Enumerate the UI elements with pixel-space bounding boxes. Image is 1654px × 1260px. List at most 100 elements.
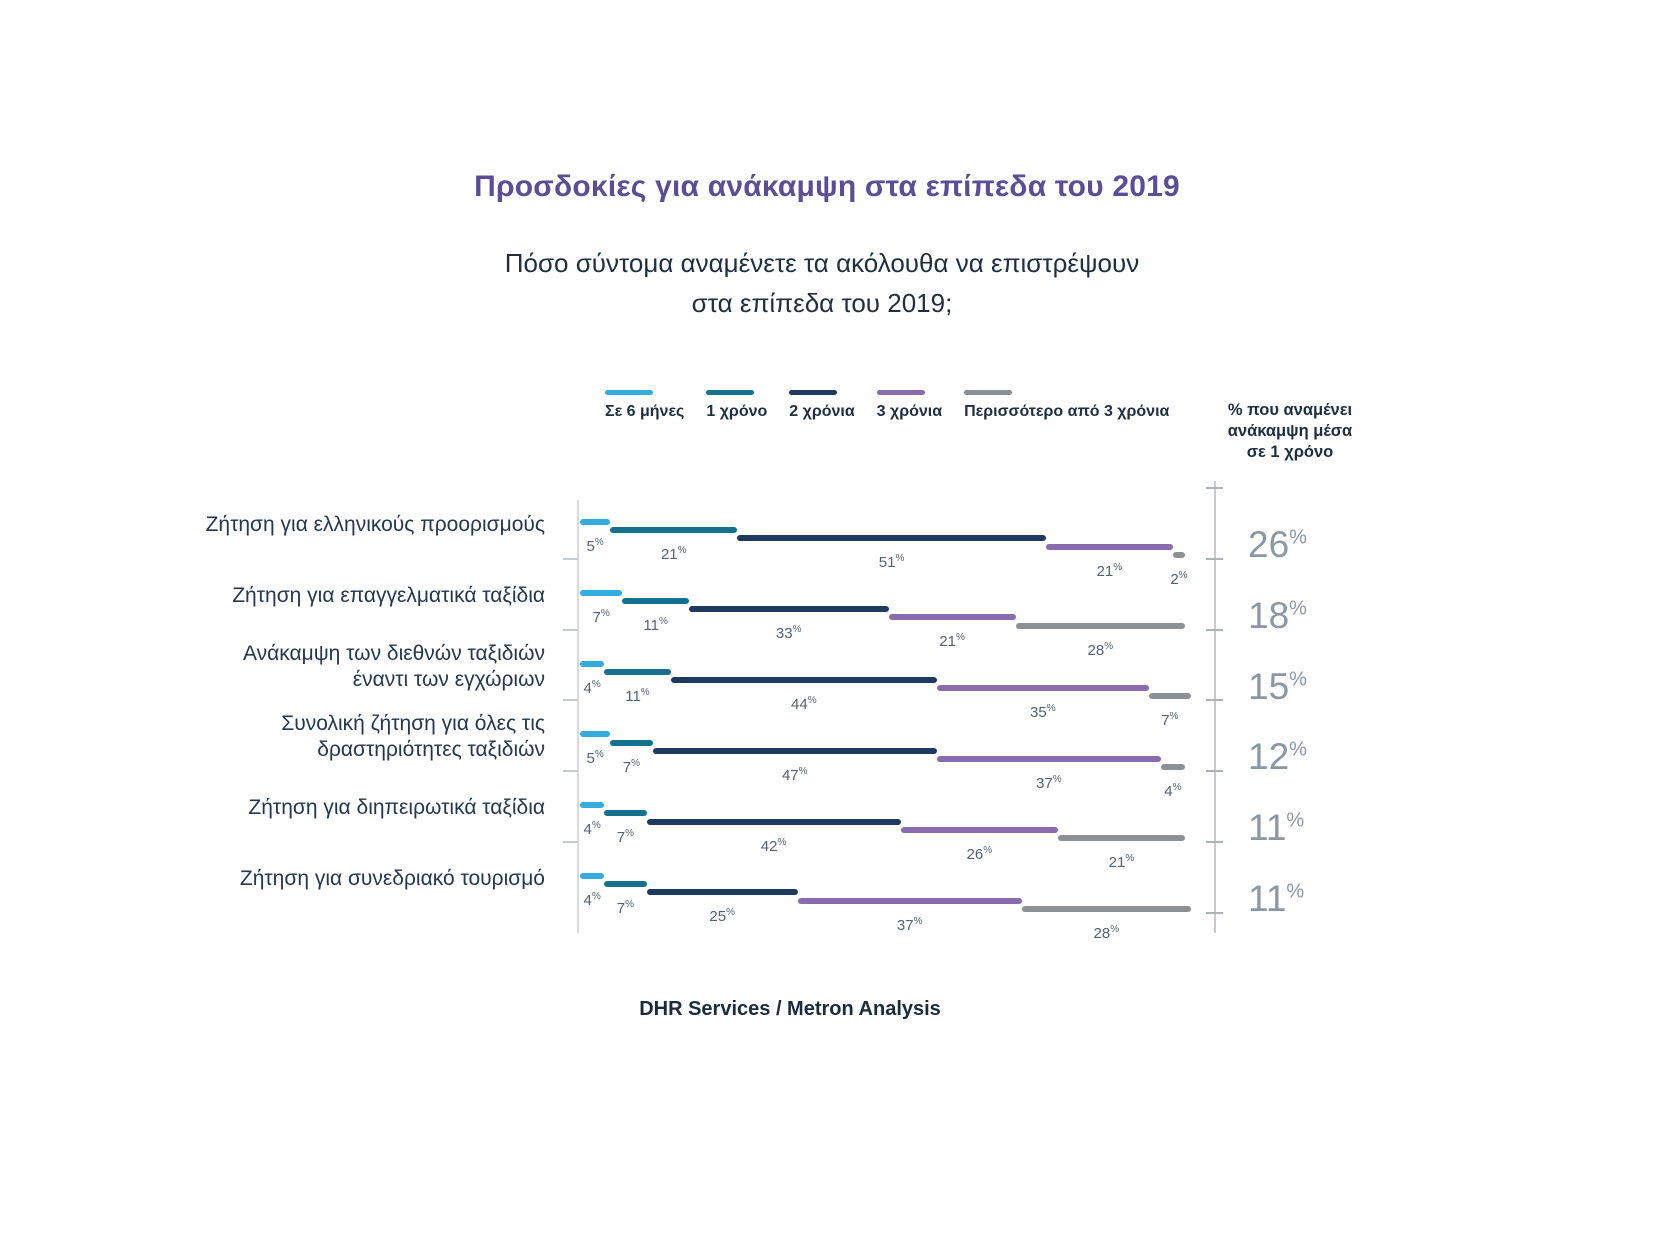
category-label-line: Ζήτηση για διηπειρωτικά ταξίδια — [248, 796, 545, 820]
segment-value-label: 4% — [583, 891, 601, 909]
bar-segment — [580, 873, 605, 879]
right-column-header-line-3: σε 1 χρόνο — [1246, 443, 1334, 461]
category-label: Ζήτηση για συνεδριακό τουρισμό — [115, 866, 545, 892]
category-label-line: Ζήτηση για συνεδριακό τουρισμό — [239, 867, 545, 890]
segment-value-label: 4% — [583, 678, 601, 697]
bar-segment — [1045, 543, 1173, 550]
left-axis-line — [577, 500, 579, 933]
legend-item: Σε 6 μήνες — [605, 390, 684, 421]
bar-segment — [604, 810, 647, 817]
legend-swatch — [789, 390, 838, 395]
category-label-line: Ζήτηση για ελληνικούς προορισμούς — [205, 513, 545, 536]
bar-segment — [1172, 551, 1185, 558]
legend-label: 1 χρόνο — [706, 403, 768, 420]
recovery-within-1-year-value: 12% — [1248, 736, 1307, 778]
legend-label: 2 χρόνια — [789, 403, 855, 420]
left-axis-tick — [563, 841, 578, 843]
legend-label: Περισσότερο από 3 χρόνια — [964, 403, 1170, 420]
right-axis-tick — [1206, 557, 1223, 560]
segment-value-label: 7% — [592, 607, 610, 626]
segment-value-label: 11% — [625, 686, 650, 705]
chart-subtitle-line-1: Πόσο σύντομα αναμένετε τα ακόλουθα να επ… — [504, 248, 1140, 278]
right-axis-tick — [1206, 841, 1223, 843]
bar-segment — [604, 668, 671, 675]
bar-segment — [936, 756, 1161, 762]
legend-item: 1 χρόνο — [706, 390, 767, 421]
bar-segment — [610, 739, 653, 746]
bar-segment — [797, 897, 1022, 904]
legend-label: Σε 6 μήνες — [605, 403, 685, 420]
recovery-within-1-year-value: 15% — [1248, 665, 1307, 707]
segment-value-label: 35% — [1030, 703, 1056, 722]
segment-value-label: 28% — [1087, 640, 1114, 659]
segment-value-label: 21% — [1096, 561, 1123, 580]
segment-value-label: 51% — [878, 553, 905, 572]
source-caption: DHR Services / Metron Analysis — [639, 998, 941, 1020]
legend-swatch — [876, 390, 925, 395]
segment-value-label: 11% — [643, 616, 668, 634]
bar-segment — [688, 606, 889, 613]
bar-segment — [580, 802, 605, 809]
right-axis-tick — [1206, 770, 1223, 773]
right-axis-tick — [1206, 911, 1223, 914]
right-axis-tick — [1206, 487, 1223, 489]
bar-segment — [670, 677, 937, 683]
segment-value-label: 47% — [781, 765, 808, 784]
category-label: Συνολική ζήτηση για όλες τις δραστηριότητ… — [115, 711, 545, 763]
segment-value-label: 28% — [1093, 923, 1120, 942]
segment-value-label: 21% — [660, 545, 687, 564]
bar-segment — [888, 614, 1016, 621]
recovery-within-1-year-value: 11% — [1248, 807, 1305, 849]
segment-value-label: 5% — [586, 537, 604, 555]
segment-value-label: 7% — [616, 899, 634, 918]
recovery-within-1-year-value: 18% — [1248, 594, 1307, 636]
segment-value-label: 7% — [1161, 711, 1179, 730]
legend-swatch — [605, 390, 653, 395]
chart-subtitle: Πόσο σύντομα αναμένετε τα ακόλουθα να επ… — [0, 243, 1644, 323]
category-label-line: Ζήτηση για επαγγελματικά ταξίδια — [232, 583, 545, 607]
bar-segment — [580, 660, 605, 667]
left-axis-tick — [563, 628, 578, 631]
legend: Σε 6 μήνες 1 χρόνο 2 χρόνια 3 χρόνια Περισσό… — [605, 390, 1169, 421]
category-label-line: δραστηριότητες ταξιδιών — [317, 738, 545, 762]
recovery-within-1-year-value: 11% — [1248, 878, 1305, 919]
bar-segment — [1160, 764, 1185, 771]
legend-swatch — [706, 390, 755, 395]
bar-segment — [646, 818, 901, 825]
bar-segment — [900, 826, 1058, 833]
bar-segment — [936, 685, 1149, 692]
bar-segment — [580, 731, 611, 738]
segment-value-label: 25% — [709, 907, 735, 926]
bar-segment — [1148, 693, 1192, 700]
segment-value-label: 44% — [791, 695, 817, 713]
bar-segment — [1015, 622, 1185, 629]
segment-value-label: 21% — [1108, 853, 1135, 871]
bar-segment — [610, 527, 738, 534]
segment-value-label: 4% — [583, 820, 601, 839]
segment-value-label: 37% — [1036, 774, 1062, 792]
category-label: Ζήτηση για ελληνικούς προορισμούς — [115, 512, 545, 538]
category-label-line: Συνολική ζήτηση για όλες τις — [281, 712, 545, 736]
left-axis-tick — [563, 557, 578, 560]
chart-title: Προσδοκίες για ανάκαμψη στα επίπεδα του … — [474, 170, 1180, 203]
bar-segment — [604, 881, 647, 888]
bar-segment — [580, 519, 611, 525]
bar-segment — [737, 535, 1046, 542]
category-label-line: Ανάκαμψη των διεθνών ταξιδιών — [242, 641, 545, 665]
segment-value-label: 4% — [1164, 782, 1182, 801]
bar-segment — [652, 747, 937, 754]
bar-segment — [1021, 905, 1192, 912]
bar-segment — [646, 889, 798, 896]
recovery-within-1-year-value: 26% — [1248, 524, 1307, 565]
category-label: Ζήτηση για διηπειρωτικά ταξίδια — [115, 795, 545, 821]
left-axis-tick — [563, 699, 578, 702]
segment-value-label: 5% — [586, 749, 604, 768]
right-axis-line — [1214, 481, 1216, 933]
bar-segment — [1057, 835, 1185, 841]
right-column-header-line-2: ανάκαμψη μέσα — [1227, 422, 1353, 440]
segment-value-label: 2% — [1170, 569, 1188, 588]
chart-subtitle-line-2: στα επίπεδα του 2019; — [691, 288, 953, 318]
segment-value-label: 37% — [896, 915, 923, 934]
segment-value-label: 21% — [939, 632, 965, 651]
segment-value-label: 7% — [616, 828, 634, 847]
